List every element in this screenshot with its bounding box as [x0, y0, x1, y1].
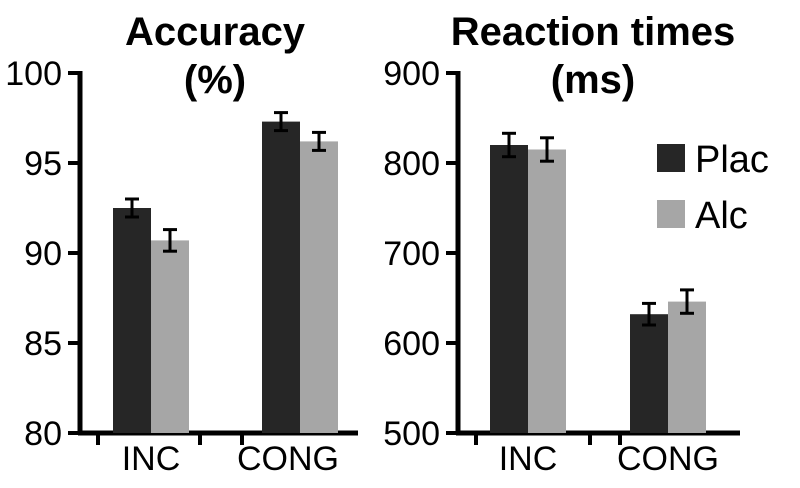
chart-title-line-2: (%) — [184, 58, 246, 102]
bar-alc-inc — [151, 240, 189, 433]
y-tick-label: 900 — [383, 55, 440, 93]
y-tick-label: 80 — [24, 415, 62, 453]
bar-plac-inc — [490, 145, 528, 433]
legend: Plac Alc — [657, 139, 769, 237]
y-tick-label: 100 — [5, 55, 62, 93]
category-label-inc: INC — [499, 440, 558, 478]
y-tick-label: 800 — [383, 145, 440, 183]
category-label-inc: INC — [122, 440, 181, 478]
bar-plac-cong — [630, 314, 668, 433]
legend-swatch-plac — [657, 144, 685, 172]
y-tick-label: 95 — [24, 145, 62, 183]
accuracy-panel: Accuracy(%) 80 85 90 95 100 INC CONG — [5, 10, 358, 478]
legend-label-plac: Plac — [695, 139, 769, 181]
y-tick-label: 600 — [383, 325, 440, 363]
chart-title-line-1: Reaction times — [451, 10, 736, 54]
legend-swatch-alc — [657, 200, 685, 228]
bar-plac-inc — [113, 208, 151, 433]
y-tick-label: 85 — [24, 325, 62, 363]
legend-label-alc: Alc — [695, 195, 748, 237]
category-label-cong: CONG — [237, 440, 339, 478]
bar-alc-inc — [528, 149, 566, 433]
y-tick-label: 500 — [383, 415, 440, 453]
chart-title-line-1: Accuracy — [125, 10, 306, 54]
y-tick-label: 90 — [24, 235, 62, 273]
category-label-cong: CONG — [617, 440, 719, 478]
bar-alc-cong — [300, 141, 338, 433]
reaction-times-panel: Reaction times(ms) 500 600 700 800 900 INC CONG — [383, 10, 740, 478]
y-tick-label: 700 — [383, 235, 440, 273]
chart-title-line-2: (ms) — [551, 58, 635, 102]
bar-plac-cong — [262, 121, 300, 433]
bar-alc-cong — [668, 301, 706, 433]
